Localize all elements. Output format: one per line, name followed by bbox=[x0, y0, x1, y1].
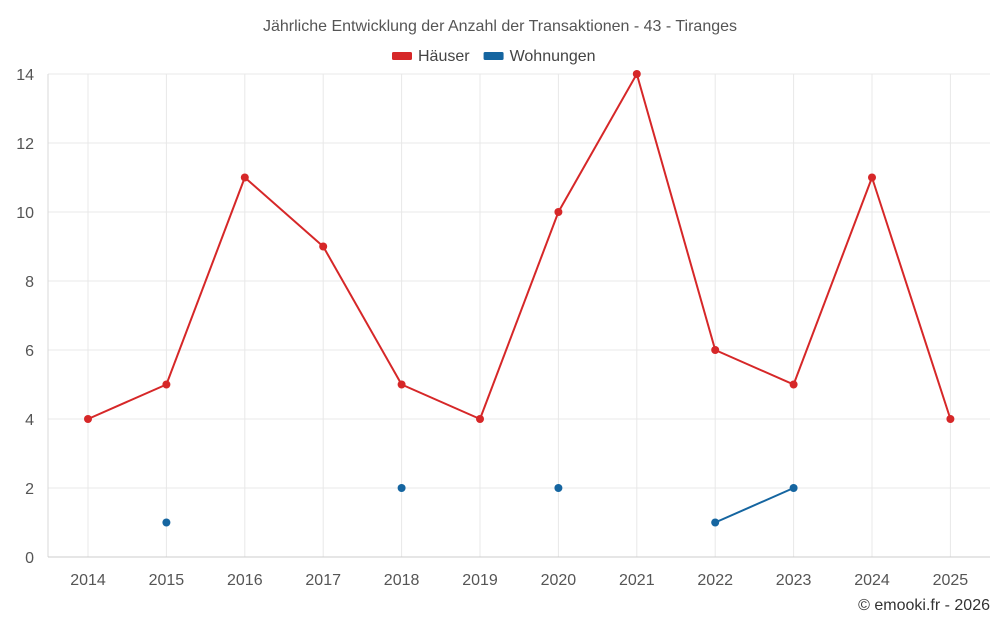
data-point[interactable] bbox=[632, 70, 641, 78]
legend-label: Häuser bbox=[418, 48, 470, 65]
legend-swatch bbox=[483, 52, 504, 60]
y-tick-label: 6 bbox=[25, 343, 34, 360]
legend-label: Wohnungen bbox=[510, 48, 596, 65]
x-tick-label: 2018 bbox=[384, 572, 420, 589]
y-axis: 0 2 4 6 8 10 12 14 bbox=[16, 67, 34, 567]
x-tick-label: 2016 bbox=[227, 572, 263, 589]
x-tick-label: 2015 bbox=[149, 572, 185, 589]
x-tick-label: 2022 bbox=[697, 572, 733, 589]
legend-swatch bbox=[392, 52, 412, 60]
y-tick-label: 10 bbox=[16, 205, 34, 222]
data-point[interactable] bbox=[868, 173, 876, 182]
data-point[interactable] bbox=[711, 518, 720, 527]
x-axis: 2014 2015 2016 2017 2018 2019 2020 2021 2022 2023… bbox=[70, 572, 968, 589]
x-tick-label: 2021 bbox=[619, 572, 655, 589]
x-tick-label: 2023 bbox=[776, 572, 812, 589]
x-tick-label: 2024 bbox=[854, 572, 890, 589]
data-point[interactable] bbox=[554, 208, 563, 216]
data-point[interactable] bbox=[162, 380, 171, 389]
series-layer bbox=[84, 70, 955, 527]
data-point[interactable] bbox=[397, 484, 406, 492]
series-line-segment bbox=[871, 177, 952, 420]
series-line-segment bbox=[479, 211, 560, 420]
data-point[interactable] bbox=[319, 242, 328, 251]
chart-title: Jährliche Entwicklung der Anzahl der Tra… bbox=[263, 18, 737, 35]
y-tick-label: 0 bbox=[25, 550, 34, 567]
series-line-segment bbox=[165, 177, 246, 385]
series-line-segment bbox=[87, 383, 167, 420]
series-line-segment bbox=[401, 383, 481, 420]
series-1 bbox=[162, 484, 798, 527]
legend: Häuser Wohnungen bbox=[392, 48, 596, 65]
y-tick-label: 14 bbox=[16, 67, 34, 84]
legend-item-0[interactable]: Häuser bbox=[392, 48, 470, 65]
data-point[interactable] bbox=[476, 415, 484, 423]
grid bbox=[47, 73, 990, 558]
series-line-segment bbox=[557, 73, 638, 213]
x-tick-label: 2017 bbox=[305, 572, 341, 589]
y-tick-label: 4 bbox=[25, 412, 34, 429]
data-point[interactable] bbox=[711, 346, 720, 354]
series-line-segment bbox=[244, 176, 324, 248]
data-point[interactable] bbox=[162, 518, 171, 527]
x-tick-label: 2020 bbox=[541, 572, 577, 589]
x-tick-label: 2025 bbox=[933, 572, 969, 589]
data-point[interactable] bbox=[554, 484, 563, 492]
data-point[interactable] bbox=[84, 415, 92, 423]
series-line-segment bbox=[635, 73, 717, 351]
x-tick-label: 2014 bbox=[70, 572, 106, 589]
data-point[interactable] bbox=[946, 415, 955, 423]
data-point[interactable] bbox=[240, 173, 249, 182]
data-point[interactable] bbox=[789, 484, 798, 492]
series-line-segment bbox=[714, 487, 795, 524]
data-point[interactable] bbox=[397, 380, 406, 389]
credit: © emooki.fr - 2026 bbox=[858, 597, 990, 614]
x-tick-label: 2019 bbox=[462, 572, 498, 589]
y-tick-label: 12 bbox=[16, 136, 34, 153]
series-0 bbox=[84, 70, 955, 423]
y-tick-label: 8 bbox=[25, 274, 34, 291]
y-tick-label: 2 bbox=[25, 481, 34, 498]
legend-item-1[interactable]: Wohnungen bbox=[483, 48, 596, 65]
data-point[interactable] bbox=[789, 380, 798, 389]
series-line-segment bbox=[714, 349, 795, 386]
series-line-segment bbox=[792, 177, 873, 385]
series-line-segment bbox=[322, 246, 403, 385]
